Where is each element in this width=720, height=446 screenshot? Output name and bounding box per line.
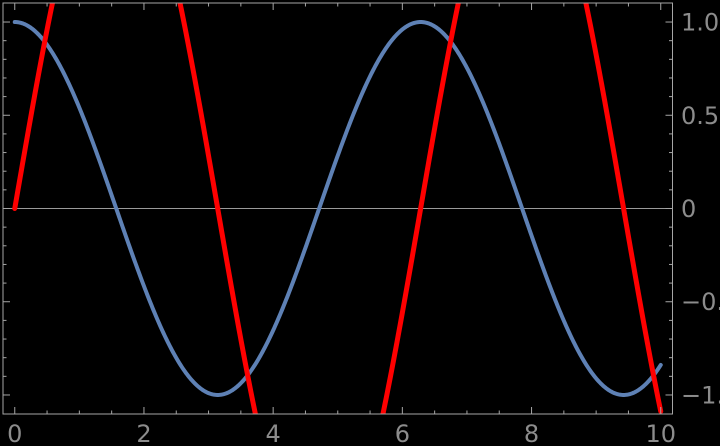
y-tick-label: −1.0 (681, 381, 720, 409)
series-curve-sin (12, 3, 664, 414)
x-tick-label: 2 (136, 420, 151, 446)
y-tick-label: 1.0 (681, 9, 719, 37)
x-tick-label: 0 (7, 420, 22, 446)
y-tick-label: 0.5 (681, 102, 719, 130)
x-tick-label: 4 (266, 420, 281, 446)
x-tick-label: 8 (524, 420, 539, 446)
y-tick-label: −0.5 (681, 288, 720, 316)
x-tick-label: 10 (645, 420, 676, 446)
series-curve-cos (12, 20, 663, 397)
y-tick-label: 0 (681, 195, 696, 223)
x-tick-label: 6 (395, 420, 410, 446)
